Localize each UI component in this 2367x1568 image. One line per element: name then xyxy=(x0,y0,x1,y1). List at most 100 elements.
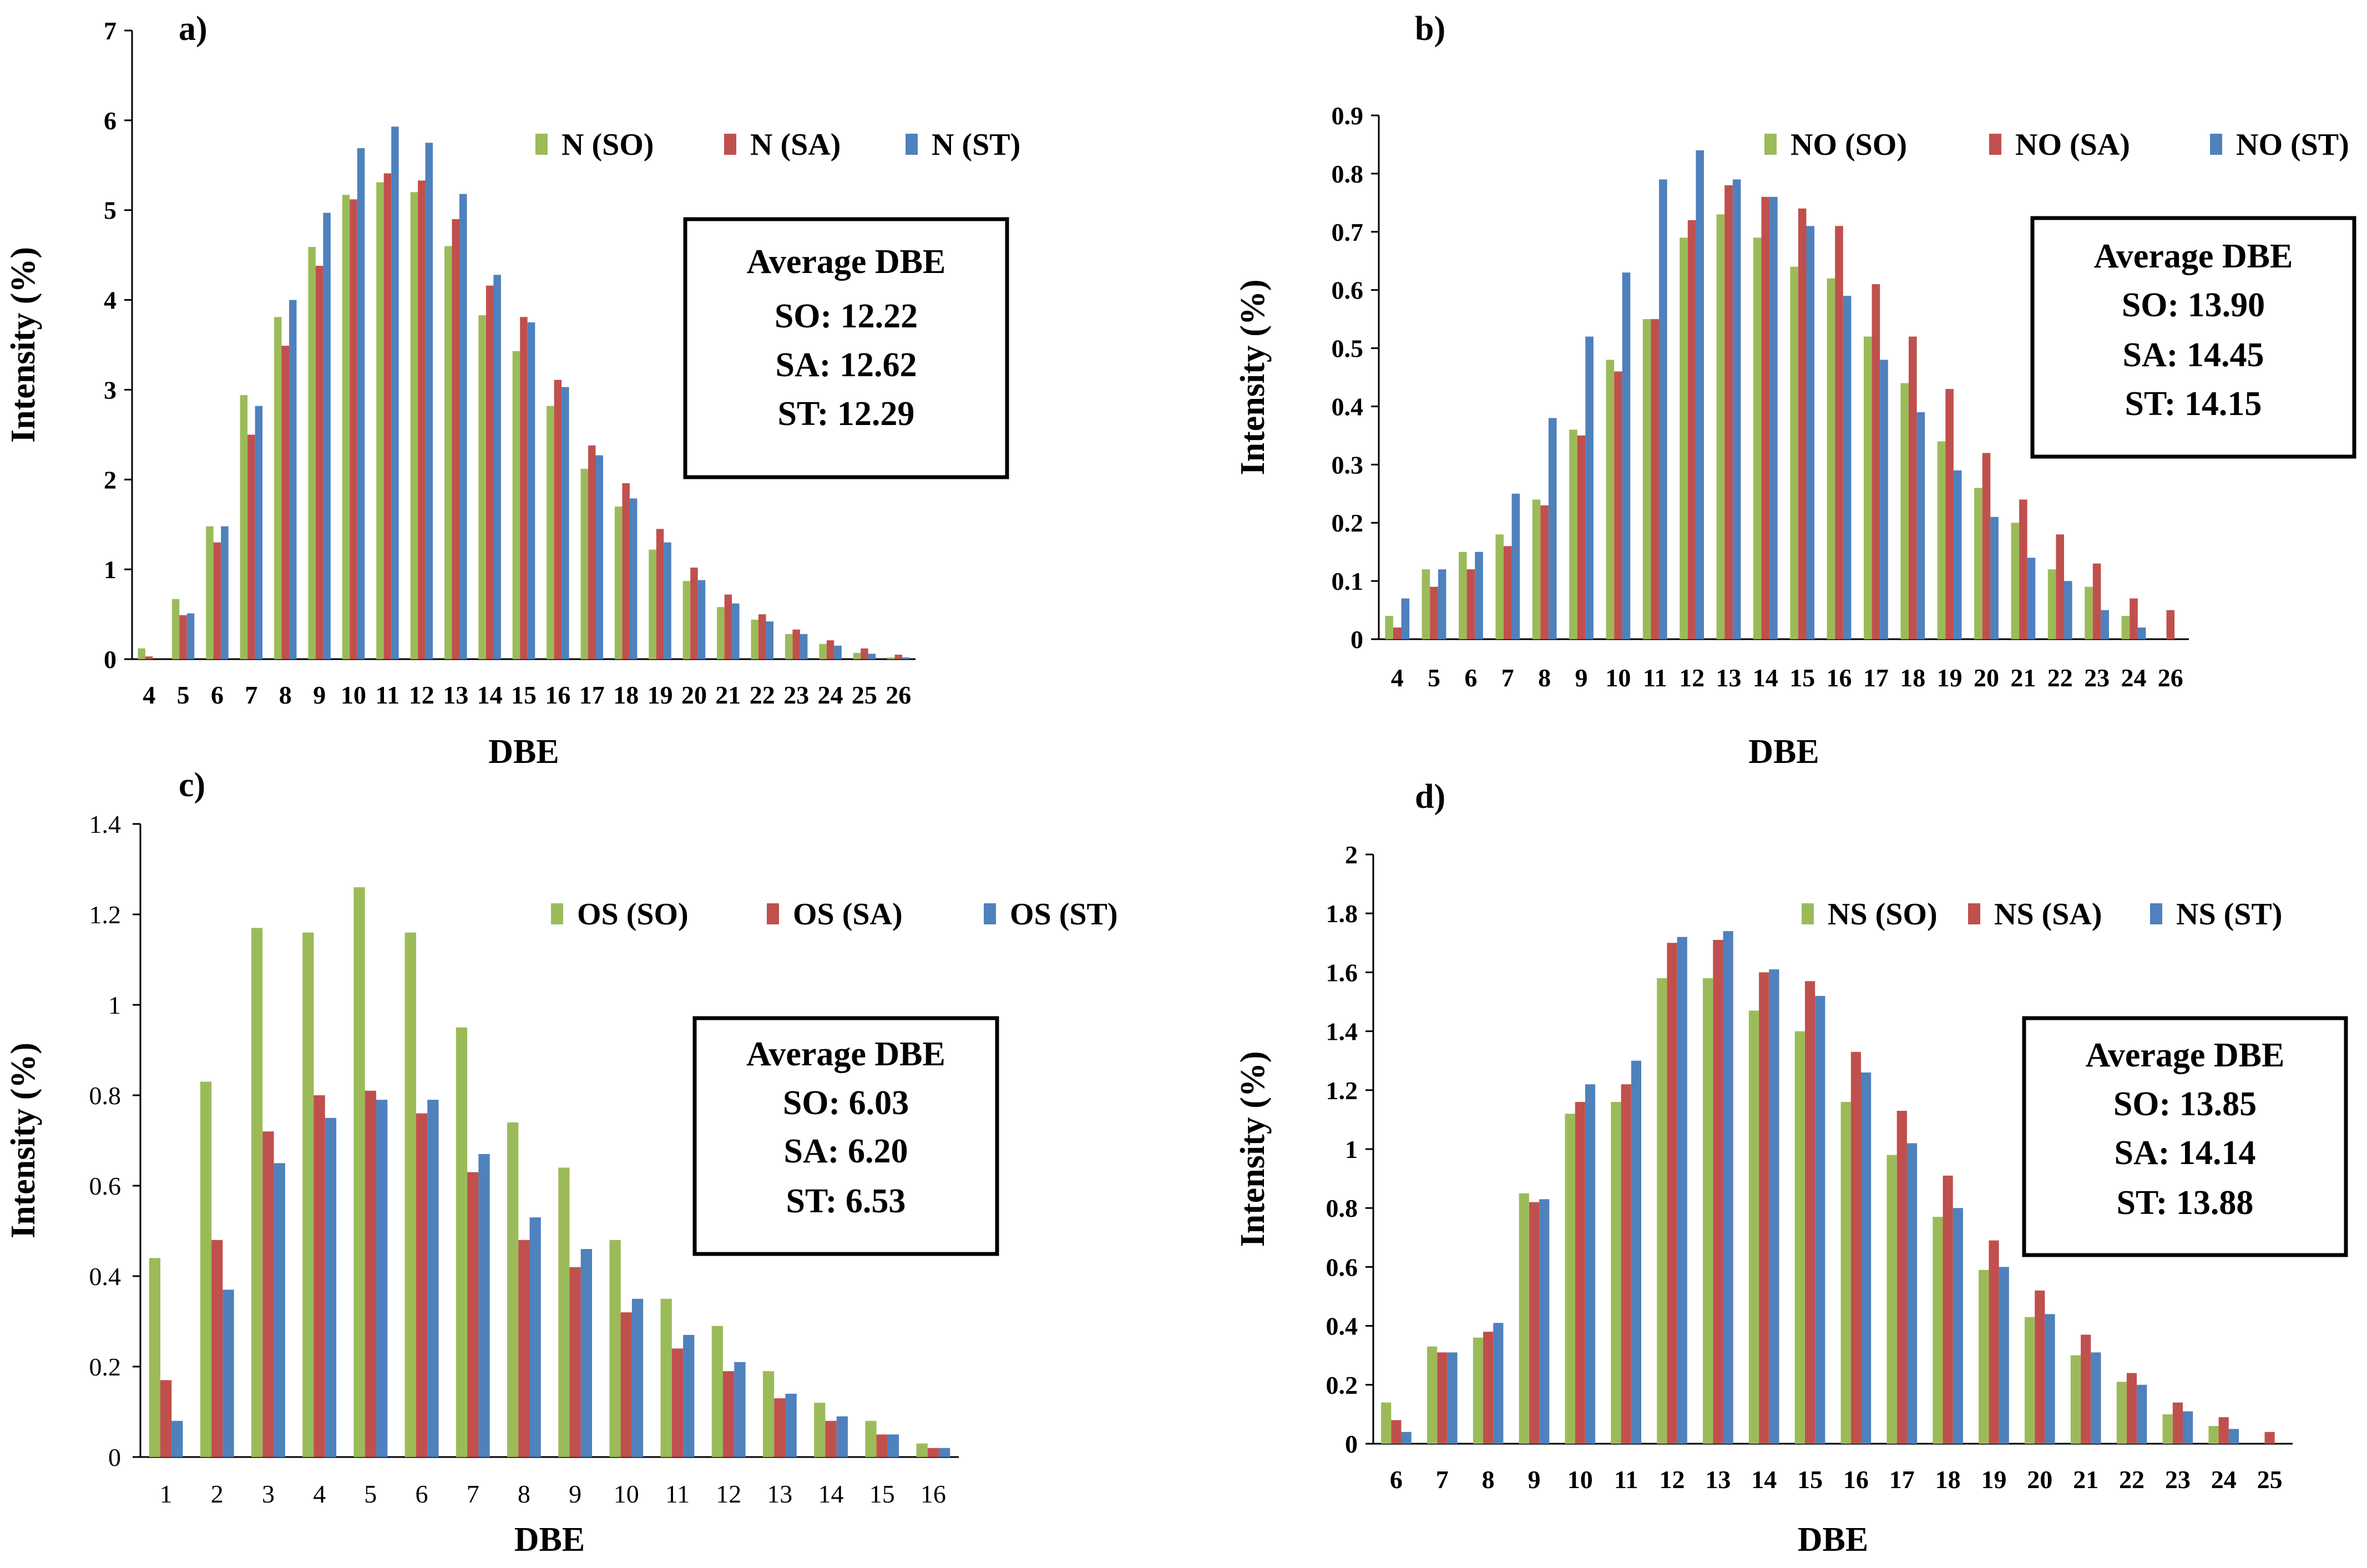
y-tick-label: 0.4 xyxy=(1326,1312,1358,1341)
bar-so xyxy=(302,932,314,1457)
bar-sa xyxy=(213,542,221,659)
bar-st xyxy=(1723,931,1733,1444)
bar-so xyxy=(1748,1010,1759,1444)
bar-st xyxy=(868,654,876,659)
bar-sa xyxy=(383,173,392,659)
x-tick-label: 15 xyxy=(869,1480,895,1508)
bar-st xyxy=(1906,1143,1918,1444)
average-dbe-box xyxy=(692,1016,999,1256)
legend-swatch-st xyxy=(906,134,918,155)
bar-sa xyxy=(724,594,732,659)
x-tick-label: 14 xyxy=(1751,1465,1777,1494)
bar-sa xyxy=(569,1267,581,1457)
bar-so xyxy=(1716,214,1725,639)
x-tick-label: 15 xyxy=(511,681,537,709)
y-tick-label: 0.3 xyxy=(1332,451,1364,479)
y-tick-label: 1 xyxy=(104,555,117,584)
bar-st xyxy=(785,1393,797,1457)
x-tick-label: 10 xyxy=(1605,664,1631,692)
average-dbe-value: ST: 14.15 xyxy=(2125,385,2262,423)
bar-st xyxy=(1732,179,1741,639)
bar-sa xyxy=(622,483,630,659)
bar-so xyxy=(865,1420,877,1457)
x-tick-label: 13 xyxy=(1705,1465,1731,1494)
x-tick-label: 9 xyxy=(1528,1465,1541,1494)
bar-so xyxy=(819,644,827,659)
bar-so xyxy=(1900,383,1909,639)
bar-sa xyxy=(145,656,153,659)
x-tick-label: 5 xyxy=(1428,664,1440,692)
bar-st xyxy=(427,1100,439,1457)
bar-sa xyxy=(1805,981,1815,1444)
bar-sa xyxy=(1835,226,1843,639)
y-tick-label: 0.1 xyxy=(1332,567,1364,595)
legend-swatch-sa xyxy=(1968,903,1980,924)
x-tick-label: 16 xyxy=(1843,1465,1869,1494)
bar-sa xyxy=(758,614,766,659)
bar-st xyxy=(1622,272,1631,639)
average-dbe-title: Average DBE xyxy=(2086,1036,2285,1074)
x-axis-title: DBE xyxy=(488,733,559,771)
bar-st xyxy=(221,526,229,659)
bar-st xyxy=(664,542,671,659)
bar-so xyxy=(751,619,758,659)
x-axis-title: DBE xyxy=(514,1521,585,1559)
bar-so xyxy=(274,317,282,659)
bar-st xyxy=(1659,179,1667,639)
x-tick-label: 11 xyxy=(665,1480,690,1508)
bar-so xyxy=(785,634,793,659)
bar-so xyxy=(762,1371,775,1457)
y-tick-label: 1.2 xyxy=(1326,1076,1358,1105)
bar-sa xyxy=(281,346,289,659)
bar-st xyxy=(391,127,399,659)
bar-sa xyxy=(1540,505,1549,639)
bar-so xyxy=(251,928,263,1457)
bar-sa xyxy=(1982,453,1991,639)
bar-st xyxy=(255,406,263,659)
bar-st xyxy=(2027,558,2036,639)
x-tick-label: 7 xyxy=(245,681,257,709)
bar-st xyxy=(1401,1432,1412,1444)
x-tick-label: 17 xyxy=(1889,1465,1915,1494)
legend-label: OS (SA) xyxy=(793,897,903,932)
bar-sa xyxy=(350,199,357,659)
x-tick-label: 15 xyxy=(1797,1465,1823,1494)
legend-swatch-so xyxy=(535,134,548,155)
bar-sa xyxy=(160,1380,172,1457)
bar-st xyxy=(2045,1314,2055,1444)
bar-sa xyxy=(876,1434,888,1458)
bar-st xyxy=(2091,1352,2101,1444)
y-tick-label: 0.4 xyxy=(89,1262,122,1291)
y-tick-label: 0.8 xyxy=(1332,160,1364,188)
bar-so xyxy=(717,607,725,659)
bar-sa xyxy=(2166,610,2175,639)
bar-st xyxy=(1438,569,1446,639)
bar-sa xyxy=(792,629,800,659)
bar-sa xyxy=(2056,534,2064,639)
bar-sa xyxy=(1872,284,1880,639)
x-tick-label: 13 xyxy=(443,681,468,709)
bar-so xyxy=(138,648,145,659)
chart-panel-b: b) 0 0.1 0.2 0.3 0.4 0.5 0.6 0.7 0.8 0.9 4 5 6 7 8 9 10 11… xyxy=(1234,10,2356,771)
x-tick-label: 26 xyxy=(886,681,911,709)
x-tick-label: 16 xyxy=(545,681,570,709)
bar-st xyxy=(631,1298,644,1458)
x-tick-label: 8 xyxy=(1482,1465,1495,1494)
bar-sa xyxy=(452,219,459,659)
x-tick-label: 6 xyxy=(416,1480,428,1508)
average-dbe-value: ST: 13.88 xyxy=(2117,1184,2254,1222)
legend-swatch-sa xyxy=(767,903,779,924)
average-dbe-value: ST: 12.29 xyxy=(778,395,915,433)
legend-label: NO (SO) xyxy=(1791,128,1907,162)
bar-so xyxy=(1840,1102,1851,1444)
bar-so xyxy=(240,395,248,659)
bar-st xyxy=(1990,517,1999,639)
y-tick-label: 1.6 xyxy=(1326,958,1358,987)
average-dbe-value: SA: 14.45 xyxy=(2123,336,2264,374)
bar-sa xyxy=(485,285,494,659)
bar-st xyxy=(766,621,773,659)
average-dbe-title: Average DBE xyxy=(747,243,946,281)
x-tick-label: 9 xyxy=(1575,664,1588,692)
average-dbe-title: Average DBE xyxy=(2094,237,2293,275)
